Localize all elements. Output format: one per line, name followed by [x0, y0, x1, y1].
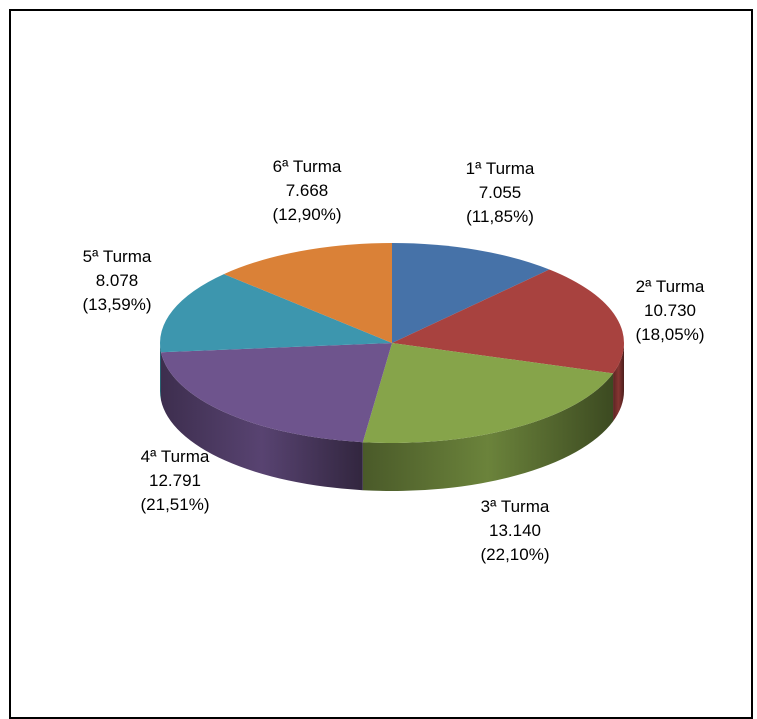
- pie-side-5: [160, 343, 162, 401]
- pie-slice-4: [161, 343, 392, 443]
- pie-side-3: [362, 373, 614, 491]
- pie-slice-1: [392, 243, 550, 343]
- slice-label-2: 2ª Turma 10.730 (18,05%): [636, 277, 705, 344]
- pie-slice-3: [362, 343, 614, 443]
- pie-side-4: [161, 352, 363, 491]
- pie-chart: 1ª Turma 7.055 (11,85%) 2ª Turma 10.730 (18,0…: [83, 157, 705, 564]
- slice-label-4: 4ª Turma 12.791 (21,51%): [141, 447, 210, 514]
- pie-slice-5: [159, 274, 392, 353]
- slice-label-5: 5ª Turma 8.078 (13,59%): [83, 247, 152, 314]
- slice-label-3: 3ª Turma 13.140 (22,10%): [481, 497, 550, 564]
- pie-side-2: [613, 343, 624, 422]
- slice-label-6: 6ª Turma 7.668 (12,90%): [273, 157, 342, 224]
- pie-slice-2: [392, 269, 624, 374]
- slice-label-1: 1ª Turma 7.055 (11,85%): [466, 159, 535, 226]
- pie-sides: [160, 343, 624, 491]
- pie-top: [159, 243, 624, 443]
- pie-slice-6: [223, 243, 392, 343]
- slice-labels: 1ª Turma 7.055 (11,85%) 2ª Turma 10.730 (18,0…: [83, 157, 705, 564]
